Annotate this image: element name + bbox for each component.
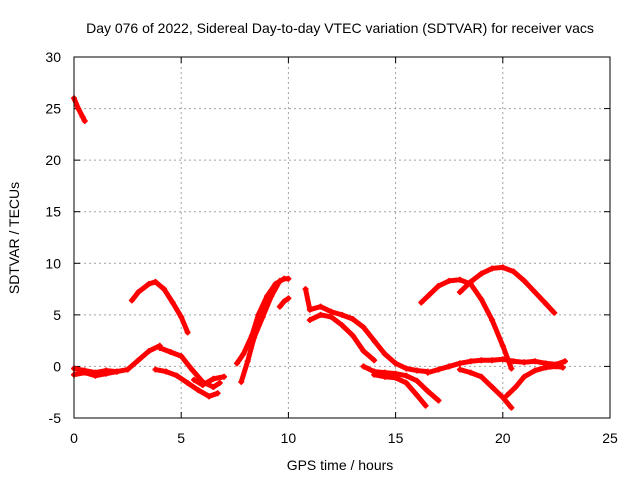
data-point — [561, 358, 568, 365]
series-arc-14 — [371, 371, 429, 409]
data-trace-segment — [178, 314, 191, 335]
y-tick-label: 15 — [45, 204, 61, 220]
x-tick-label: 25 — [602, 430, 618, 446]
y-tick-label: 0 — [53, 358, 61, 374]
data-trace-segment — [414, 392, 429, 409]
series-arc-19 — [504, 363, 566, 399]
data-trace-segment — [543, 301, 557, 316]
y-tick-label: 5 — [53, 307, 61, 323]
series-arc-6 — [152, 366, 221, 400]
series-arc-13 — [360, 363, 442, 404]
series-arc-3 — [71, 365, 120, 376]
series-arc-4 — [128, 278, 191, 336]
data-trace-segment — [478, 296, 495, 323]
data-trace-segment — [161, 286, 176, 305]
data-trace-segment — [425, 388, 441, 403]
data-trace-segment — [260, 293, 274, 320]
data-trace-segment — [350, 332, 366, 354]
data-point — [285, 275, 292, 282]
data-trace-segment — [532, 289, 549, 307]
chart-title: Day 076 of 2022, Sidereal Day-to-day VTE… — [86, 20, 594, 36]
data-point — [81, 117, 88, 124]
data-trace-segment — [178, 353, 195, 373]
data-trace-segment — [264, 281, 279, 299]
x-axis-label: GPS time / hours — [287, 457, 394, 473]
y-tick-label: -5 — [49, 410, 62, 426]
data-point — [276, 277, 283, 284]
series-arc-15 — [424, 356, 568, 376]
data-trace-segment — [489, 317, 506, 349]
data-trace-segment — [360, 324, 377, 344]
data-point — [435, 397, 442, 404]
data-trace-segment — [245, 335, 257, 364]
x-tick-label: 5 — [177, 430, 185, 446]
data-trace-segment — [403, 380, 420, 398]
x-tick-label: 20 — [495, 430, 511, 446]
data-point — [422, 402, 429, 409]
data-point — [508, 365, 515, 372]
data-trace-segment — [255, 293, 270, 318]
data-trace-segment — [238, 358, 251, 385]
series-arc-9 — [238, 277, 283, 385]
y-tick-label: 10 — [45, 255, 61, 271]
data-point — [216, 379, 223, 386]
y-axis-label: SDTVAR / TECUs — [6, 182, 22, 294]
data-trace-segment — [251, 314, 266, 341]
series-arc-12 — [306, 311, 378, 364]
y-tick-label: 25 — [45, 101, 61, 117]
data-point — [113, 368, 120, 375]
data-trace-segment — [521, 278, 538, 295]
data-trace-segment — [249, 312, 261, 338]
plot-frame — [73, 56, 611, 419]
series-arc-1 — [71, 95, 88, 124]
data-trace-segment — [371, 338, 388, 357]
y-tick-label: 30 — [45, 49, 61, 65]
data-point — [371, 357, 378, 364]
data-trace-segment — [268, 278, 283, 299]
data-trace-segment — [360, 348, 377, 363]
data-trace-segment — [303, 286, 313, 313]
data-trace-segment — [240, 332, 255, 357]
data-trace-segment — [500, 343, 514, 371]
data-point — [551, 309, 558, 316]
data-point — [559, 364, 566, 371]
series-arc-8 — [233, 275, 292, 367]
data-points — [71, 95, 568, 411]
x-tick-label: 15 — [388, 430, 404, 446]
data-trace-segment — [189, 367, 206, 385]
x-tick-label: 0 — [70, 430, 78, 446]
series-arc-10 — [276, 295, 292, 310]
data-trace-segment — [500, 394, 514, 411]
y-axis-ticks: -5 0 5 10 15 20 25 30 — [45, 49, 610, 426]
y-tick-label: 20 — [45, 152, 61, 168]
data-point — [508, 404, 515, 411]
data-point — [184, 329, 191, 336]
data-point — [285, 295, 292, 302]
grid — [74, 57, 610, 418]
series-arc-18 — [456, 366, 515, 411]
series-arc-16 — [418, 276, 515, 372]
data-trace-segment — [170, 299, 184, 320]
x-tick-label: 10 — [281, 430, 297, 446]
data-point — [214, 390, 221, 397]
series-arc-7 — [191, 373, 228, 388]
data-point — [221, 373, 228, 380]
series-arc-17 — [456, 264, 558, 316]
data-trace-segment — [468, 281, 484, 302]
